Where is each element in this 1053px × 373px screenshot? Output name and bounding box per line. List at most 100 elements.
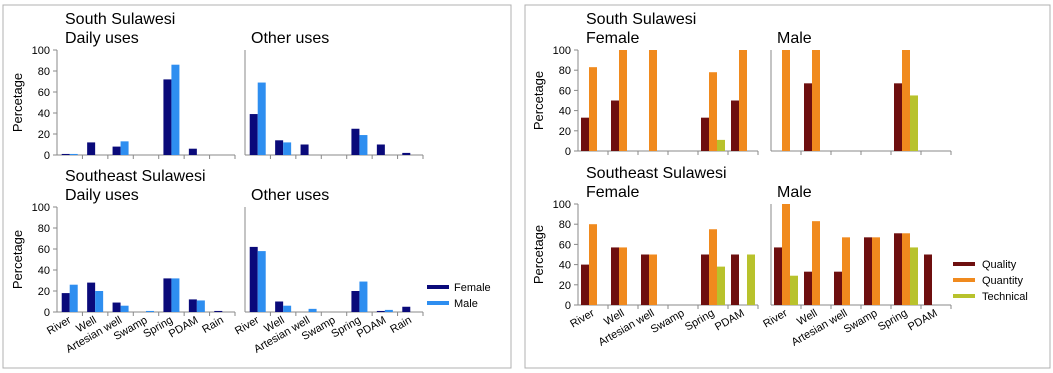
panel-left-1-1-xtick-label-pdam: PDAM (355, 314, 389, 340)
panel-right-1-1-xtick-label-swamp: Swamp (842, 307, 880, 336)
panel-left-1-0-ytick-label-100: 100 (32, 202, 50, 214)
panel-right-0-0-bar-quantity-well (619, 50, 627, 151)
panel-right-0-1-bar-quantity-well (812, 50, 820, 151)
panel-right-0-1-bar-quality-well (804, 83, 812, 151)
panel-left-1-0-xtick-label-pdam: PDAM (167, 314, 201, 340)
panel-right-1-0-ytick-label-80: 80 (559, 219, 571, 231)
panel-left-0-0-ytick-label-0: 0 (44, 150, 50, 162)
panel-right-0-0-bar-quality-well (611, 100, 619, 151)
panel-left-0-1-bar-male-well (283, 142, 292, 155)
panel-left-0-0-ytick-label-20: 20 (38, 129, 50, 141)
panel-left-0-0-bar-female-well (87, 142, 96, 155)
panel-right-1-0: Southeast Sulawesi Female 0 20 40 60 80 100 Perc… (531, 165, 759, 349)
panel-right-0-0-bar-quantity-artesian-well (649, 50, 657, 151)
panel-left-1-0-title: Southeast Sulawesi (65, 168, 206, 185)
panel-left-1-1-xtick-label-rain: Rain (388, 314, 414, 336)
panel-right-0-0-ylabel: Percetage (531, 71, 546, 130)
panel-right-1-0-xtick-label-spring: Spring (683, 307, 717, 333)
panel-left-1-0-bar-female-spring (163, 278, 172, 312)
panel-right-0-0-subtitle: Female (586, 30, 639, 47)
panel-right-1-0-bar-technical-spring (717, 266, 725, 305)
panel-right-1-0-bar-quality-artesian-well (641, 254, 649, 305)
panel-right-1-1-subtitle: Male (777, 184, 812, 201)
panel-left-1-0-ytick-label-60: 60 (38, 244, 50, 256)
legend-swatch-male (427, 301, 449, 305)
panel-left-1-0-bar-female-artesian-well (112, 302, 121, 312)
legend-label-quantity: Quantity (982, 275, 1023, 287)
panel-left-0-0-bar-male-spring (171, 64, 180, 155)
legend-label-quality: Quality (982, 259, 1017, 271)
panel-right-1-1-bar-technical-river (790, 275, 798, 305)
panel-right-1-0-xtick-label-artesian-well: Artesian well (596, 307, 656, 349)
panel-right-1-0-bar-quantity-river (589, 224, 597, 305)
panel-right-1-1-bar-quantity-swamp (872, 237, 880, 305)
panel-right-1-1-bar-quality-artesian-well (834, 271, 842, 305)
panel-right-0-0-ytick-label-100: 100 (553, 45, 571, 57)
panel-right-1-0-xtick-label-pdam: PDAM (713, 307, 747, 333)
panel-right-0-0-bar-quality-river (581, 117, 589, 151)
panel-right-1-0-xtick-label-river: River (568, 307, 597, 330)
panel-left-1-0-bar-male-well (95, 291, 104, 312)
panel-right-1-1-bar-quality-well (804, 271, 812, 305)
panel-right-0-0-bar-quantity-river (589, 67, 597, 151)
panel-right-0-1-bar-quantity-river (782, 50, 790, 151)
panel-right-0-0-bar-quality-pdam (731, 100, 739, 151)
panel-left-1-0-ytick-label-20: 20 (38, 286, 50, 298)
panel-right-0-1-subtitle: Male (777, 30, 812, 47)
panel-left-0-0-bar-female-artesian-well (112, 146, 121, 155)
panel-left-0-1-bar-female-river (249, 114, 258, 155)
panel-left-1-0-ytick-label-80: 80 (38, 223, 50, 235)
panel-right-0-0-bar-technical-spring (717, 139, 725, 151)
panel-left-0-0-ytick-label-100: 100 (32, 45, 50, 57)
panel-right-0-0-bar-quality-spring (701, 117, 709, 151)
legend-swatch-female (427, 285, 449, 289)
panel-left-1-0-ytick-label-0: 0 (44, 307, 50, 319)
panel-left-1-1-xtick-label-river: River (233, 314, 262, 337)
panel-right-0-0: South Sulawesi Female 0 20 40 60 80 100 Percetag… (531, 11, 759, 158)
panel-left-0-0-bar-male-artesian-well (120, 141, 129, 155)
panel-right-1-1-bar-quantity-artesian-well (842, 237, 850, 305)
panel-right-1-1-bar-quality-spring (894, 233, 902, 305)
panel-right-1-0-ytick-label-100: 100 (553, 199, 571, 211)
panel-right-1-0-ylabel: Percetage (531, 225, 546, 284)
panel-left-1-0-bar-male-pdam (196, 300, 205, 312)
chart-panels: South Sulawesi Daily uses 0 20 40 60 80 100 Perc… (10, 11, 952, 356)
panel-left-0-0: South Sulawesi Daily uses 0 20 40 60 80 100 Perc… (10, 11, 236, 162)
panel-right-0-0-ytick-label-0: 0 (565, 146, 571, 158)
panel-right-1-1-bar-quality-river (774, 247, 782, 305)
panel-right-0-0-ytick-label-40: 40 (559, 106, 571, 118)
panel-left-1-1-bar-male-river (257, 251, 266, 312)
panel-left-0-0-ytick-label-80: 80 (38, 66, 50, 78)
panel-left-1-0-bar-male-artesian-well (120, 305, 129, 312)
panel-left-0-1-bar-male-river (257, 82, 266, 155)
right-legend: Quality Quantity Technical (953, 259, 1028, 303)
panel-right-1-0-bar-quality-spring (701, 254, 709, 305)
panel-right-0-1-bar-technical-spring (910, 95, 918, 151)
panel-left-0-1-bar-female-well (275, 140, 284, 155)
panel-left-1-0-bar-female-rain (214, 310, 223, 312)
panel-right-0-0-bar-quantity-pdam (739, 50, 747, 151)
legend-swatch-quality (953, 262, 975, 266)
panel-right-1-1-bar-quality-pdam (924, 254, 932, 305)
panel-right-0-1-bar-quantity-spring (902, 50, 910, 151)
panel-right-1-0-bar-quantity-artesian-well (649, 254, 657, 305)
panel-right-1-0-bar-technical-pdam (747, 254, 755, 305)
panel-right-1-0-bar-quantity-spring (709, 229, 717, 305)
panel-right-1-0-ytick-label-20: 20 (559, 280, 571, 292)
panel-left-1-1-bar-male-spring (359, 281, 368, 312)
panel-right-1-0-bar-quality-well (611, 247, 619, 305)
panel-right-0-1: Male (770, 30, 952, 155)
panel-left-1-1-bar-male-well (283, 305, 292, 312)
panel-left-0-0-bar-male-river (69, 153, 78, 155)
panel-right-1-1-xtick-label-river: River (761, 307, 790, 330)
legend-label-technical: Technical (982, 291, 1028, 303)
left-legend: Female Male (427, 282, 491, 310)
panel-right-1-0-ytick-label-40: 40 (559, 260, 571, 272)
panel-left-1-1-bar-female-river (249, 246, 258, 312)
legend-swatch-technical (953, 294, 975, 298)
panel-left-1-0-bar-male-swamp (146, 310, 154, 312)
panel-left-0-1: Other uses (244, 30, 424, 159)
